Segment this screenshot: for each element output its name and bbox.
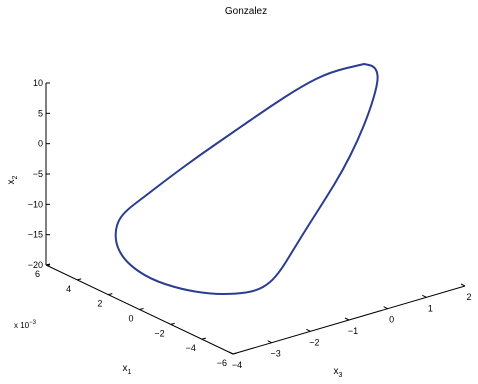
x1-tick [45,263,51,266]
x1-tick [170,322,175,325]
x2-tick-label: 10 [33,78,43,88]
x3-tick-label: 2 [466,292,471,302]
x1-tick [77,278,82,281]
x3-tick [460,283,466,287]
x1-tick-label: 2 [97,299,102,309]
x2-axis-label-main: x [6,179,17,184]
x1-tick [201,337,206,340]
x3-tick-label: −3 [271,349,281,359]
x1-tick-label: 4 [66,284,71,294]
x1-tick-label: −2 [154,328,164,338]
x3-tick [306,328,311,332]
x3-tick-label: −2 [309,337,319,347]
x3-tick-label: −1 [348,326,358,336]
x3-axis-label: x3 [334,366,343,379]
x1-tick [139,308,144,310]
x3-tick-label: 1 [428,303,433,313]
x1-tick [232,352,238,355]
x3-tick [383,306,388,310]
x1-multiplier-base: x 10 [14,321,30,330]
x2-ticks: 10 5 0 −5 −10 −15 −20 [28,78,50,270]
chart-title: Gonzalez [225,6,267,17]
x1-multiplier: x 10−3 [14,320,37,330]
x3-axis-label-sub: 3 [339,372,343,379]
x1-axis-label-sub: 1 [128,369,132,376]
x2-tick-label: −5 [33,169,43,179]
x2-axis-label-sub: 2 [12,175,19,179]
x1-axis-label-main: x [123,363,128,374]
x1-axis-label: x1 [123,363,132,376]
x1-multiplier-exp: −3 [29,320,37,326]
x1-tick-label: 6 [35,269,40,279]
x2-tick-label: −10 [28,199,43,209]
x2-tick-label: −20 [28,260,43,270]
x1-ticks: 6 4 2 0 −2 −4 −6 [35,263,238,368]
x3-tick-label: −4 [232,360,242,370]
x1-tick-label: 0 [128,314,133,324]
axes-lines [45,83,466,355]
x3-tick [344,317,350,321]
x1-tick [108,293,113,296]
x3-tick-label: 0 [389,315,394,325]
x2-tick-label: 0 [38,139,43,149]
x3-tick [422,294,427,298]
x1-tick-label: −6 [217,358,227,368]
x3-tick [267,340,272,344]
x3-ticks: −4 −3 −2 −1 0 1 2 [228,283,472,370]
x2-tick-label: −15 [28,230,43,240]
x2-tick-label: 5 [38,108,43,118]
x1-tick-label: −4 [186,343,196,353]
x3-tick [228,351,234,355]
limit-cycle-curve [114,63,379,295]
x3-axis-label-main: x [334,366,339,377]
x2-axis-label: x2 [6,175,19,184]
